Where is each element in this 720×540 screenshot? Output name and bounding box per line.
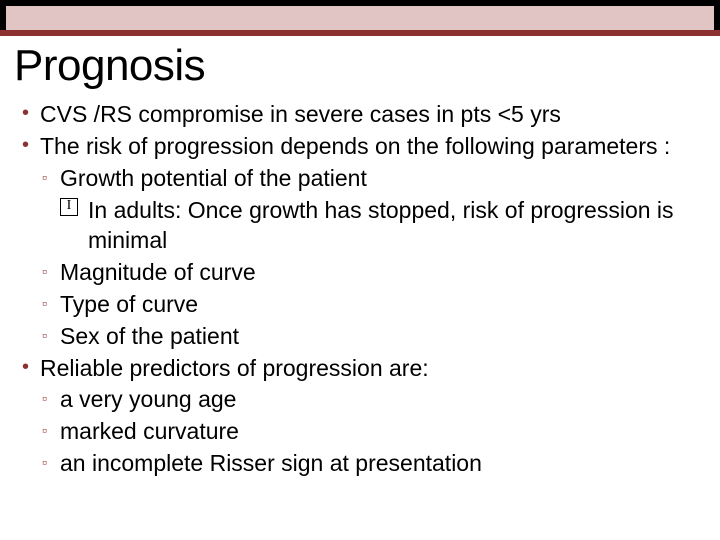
bullet-text: In adults: Once growth has stopped, risk… [88, 197, 674, 253]
bullet-list: CVS /RS compromise in severe cases in pt… [14, 100, 706, 479]
list-item: Sex of the patient [40, 322, 706, 352]
list-item: Type of curve [40, 290, 706, 320]
box-glyph-icon [60, 198, 78, 216]
bullet-text: Growth potential of the patient [60, 165, 367, 191]
bullet-text: Reliable predictors of progression are: [40, 355, 429, 381]
list-item: an incomplete Risser sign at presentatio… [40, 449, 706, 479]
header-bar [0, 0, 720, 36]
list-item: Growth potential of the patient In adult… [40, 164, 706, 256]
list-item: In adults: Once growth has stopped, risk… [60, 196, 706, 256]
bullet-text: marked curvature [60, 418, 239, 444]
list-item: The risk of progression depends on the f… [14, 132, 706, 351]
list-item: marked curvature [40, 417, 706, 447]
list-item: a very young age [40, 385, 706, 415]
list-item: Magnitude of curve [40, 258, 706, 288]
list-item: CVS /RS compromise in severe cases in pt… [14, 100, 706, 130]
list-item: Reliable predictors of progression are: … [14, 354, 706, 480]
bullet-text: an incomplete Risser sign at presentatio… [60, 450, 482, 476]
sub-list: Growth potential of the patient In adult… [40, 164, 706, 351]
bullet-text: a very young age [60, 386, 236, 412]
bullet-text: The risk of progression depends on the f… [40, 133, 670, 159]
bullet-text: Sex of the patient [60, 323, 239, 349]
sub-sub-list: In adults: Once growth has stopped, risk… [60, 196, 706, 256]
bullet-text: Magnitude of curve [60, 259, 256, 285]
slide-title: Prognosis [14, 42, 706, 90]
header-sub-bar [6, 6, 714, 30]
bullet-text: CVS /RS compromise in severe cases in pt… [40, 101, 561, 127]
sub-list: a very young age marked curvature an inc… [40, 385, 706, 479]
slide-content: Prognosis CVS /RS compromise in severe c… [0, 36, 720, 479]
bullet-text: Type of curve [60, 291, 198, 317]
